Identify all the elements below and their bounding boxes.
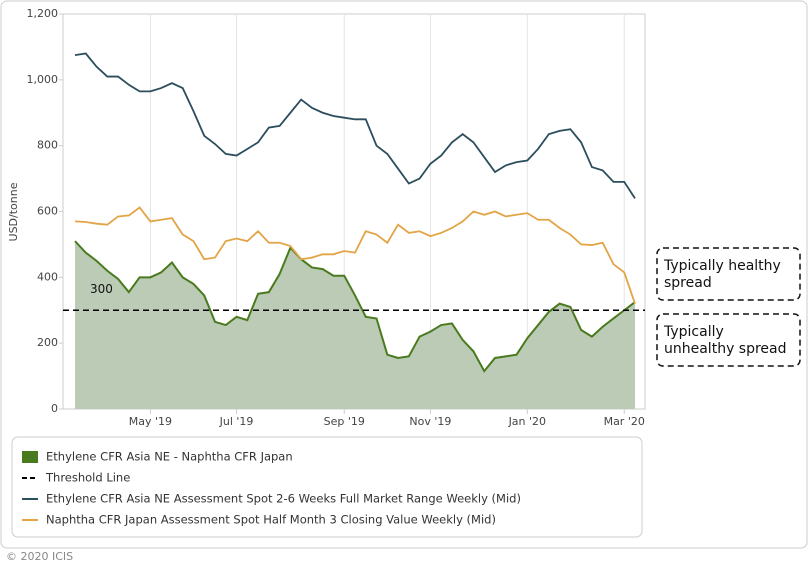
annotation-text: unhealthy spread	[664, 341, 787, 357]
x-tick-label: May '19	[129, 415, 172, 428]
series-line	[74, 240, 636, 373]
y-tick-label: 0	[51, 402, 58, 415]
x-tick-label: Nov '19	[409, 415, 451, 428]
legend-label: Naphtha CFR Japan Assessment Spot Half M…	[46, 513, 496, 527]
legend-label: Ethylene CFR Asia NE Assessment Spot 2-6…	[46, 492, 521, 506]
legend-swatch	[22, 451, 38, 463]
y-tick-label: 1,200	[27, 7, 59, 20]
annotation-text: Typically	[663, 324, 724, 340]
legend-label: Ethylene CFR Asia NE - Naphtha CFR Japan	[46, 450, 293, 464]
legend-label: Threshold Line	[45, 471, 130, 485]
annotation-text: Typically healthy	[663, 258, 781, 274]
x-tick-label: Jul '19	[219, 415, 254, 428]
annotation-box	[656, 247, 801, 301]
series-line	[74, 52, 636, 199]
y-tick-label: 200	[37, 336, 58, 349]
x-tick-label: Sep '19	[324, 415, 365, 428]
legend-frame	[11, 436, 643, 538]
y-tick-label: 600	[37, 205, 58, 218]
credit: © 2020 ICIS	[6, 550, 73, 563]
y-axis-label: USD/tonne	[7, 182, 20, 241]
series-line	[74, 206, 636, 304]
x-tick-label: Jan '20	[508, 415, 546, 428]
y-tick-label: 800	[37, 139, 58, 152]
annotation-box	[656, 313, 801, 367]
x-tick-label: Mar '20	[604, 415, 645, 428]
annotation-text: spread	[664, 275, 712, 291]
y-tick-label: 400	[37, 270, 58, 283]
threshold-label: 300	[90, 282, 113, 296]
chart-frame	[0, 0, 808, 549]
area-fill	[75, 241, 635, 409]
y-tick-label: 1,000	[27, 73, 59, 86]
